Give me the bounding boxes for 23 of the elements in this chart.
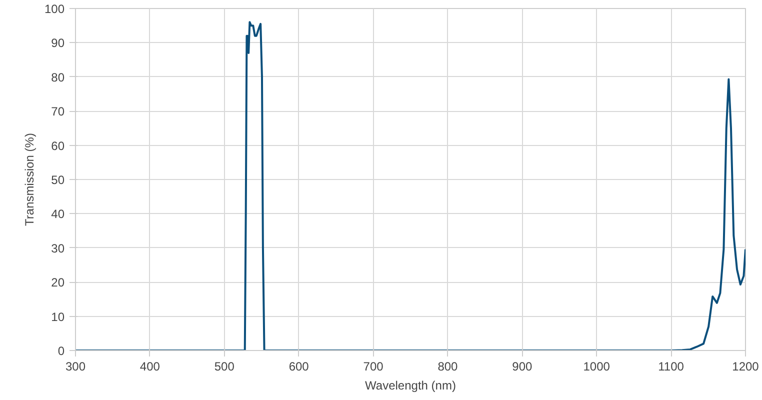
y-tick-label: 50	[51, 173, 65, 187]
x-tick-label: 1200	[732, 360, 760, 374]
y-tick-label: 90	[51, 36, 65, 50]
x-tick-label: 300	[65, 360, 86, 374]
x-tick-label: 800	[438, 360, 458, 374]
y-tick-label: 0	[58, 344, 65, 358]
y-tick-label: 70	[51, 104, 65, 119]
y-tick-label: 60	[51, 138, 65, 153]
x-tick-label: 700	[363, 360, 384, 374]
y-tick-label: 30	[51, 241, 65, 256]
y-tick-label: 40	[51, 207, 65, 222]
x-tick-label: 500	[214, 360, 235, 374]
x-tick-label: 1000	[583, 360, 610, 374]
x-tick-label: 600	[288, 360, 310, 374]
y-tick-label: 80	[51, 70, 65, 84]
x-axis-title: Wavelength (nm)	[365, 378, 456, 392]
y-tick-label: 10	[51, 310, 65, 324]
x-tick-label: 400	[140, 360, 160, 374]
x-tick-label: 1100	[658, 360, 684, 374]
y-tick-label: 100	[44, 2, 65, 16]
y-tick-label: 20	[51, 276, 65, 290]
x-tick-label: 900	[512, 360, 533, 374]
y-axis-title: Transmission (%)	[22, 133, 36, 226]
